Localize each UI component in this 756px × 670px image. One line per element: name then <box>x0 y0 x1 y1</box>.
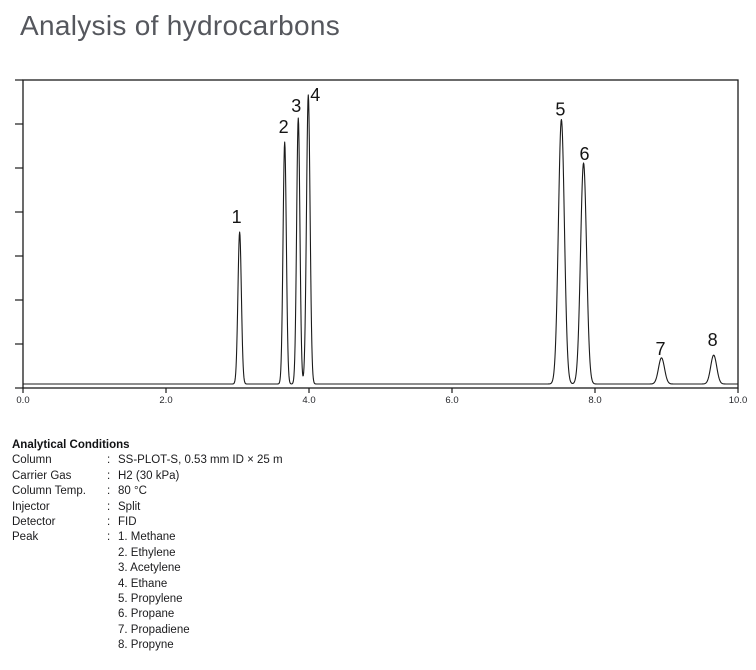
condition-value: 8. Propyne <box>118 639 174 652</box>
condition-label <box>12 561 107 576</box>
chromatogram-chart: 0.0 2.0 4.0 6.0 8.0 10.0 1 2 3 4 5 6 7 8 <box>0 60 756 412</box>
condition-value: 5. Propylene <box>118 593 183 606</box>
condition-row: 3. Acetylene <box>12 561 732 576</box>
condition-label: Carrier Gas <box>12 469 72 482</box>
condition-row: 2. Ethylene <box>12 546 732 561</box>
condition-row: Peak:1. Methane <box>12 530 732 545</box>
condition-colon <box>107 638 118 653</box>
condition-row: 4. Ethane <box>12 577 732 592</box>
plot-border <box>22 79 739 389</box>
condition-colon <box>107 623 118 638</box>
condition-colon: : <box>107 485 111 498</box>
x-axis-tick-label: 4.0 <box>302 395 315 406</box>
condition-colon: : <box>107 500 111 513</box>
peak-label-3: 3 <box>291 96 301 116</box>
condition-colon: : <box>107 516 111 529</box>
condition-row: Injector: Split <box>12 500 732 515</box>
condition-value: 80 °C <box>118 485 147 498</box>
condition-row: Column: SS-PLOT-S, 0.53 mm ID × 25 m <box>12 453 732 468</box>
condition-value: SS-PLOT-S, 0.53 mm ID × 25 m <box>118 454 283 467</box>
condition-colon: : <box>107 469 111 482</box>
condition-colon <box>107 561 118 576</box>
x-axis: 0.0 2.0 4.0 6.0 8.0 10.0 <box>16 388 747 406</box>
x-axis-tick-label: 6.0 <box>445 395 458 406</box>
condition-label <box>12 577 107 592</box>
y-axis-ticks <box>15 79 23 389</box>
condition-label <box>12 592 107 607</box>
condition-label <box>12 623 107 638</box>
condition-label: Column Temp. <box>12 485 86 498</box>
condition-value: 7. Propadiene <box>118 623 190 636</box>
analytical-conditions: Analytical Conditions Column: SS-PLOT-S, … <box>12 438 732 654</box>
peak-label-6: 6 <box>580 144 590 164</box>
x-axis-tick-label: 2.0 <box>159 395 172 406</box>
condition-value: Split <box>118 500 141 513</box>
condition-row: Column Temp.:80 °C <box>12 484 732 499</box>
condition-colon <box>107 592 118 607</box>
condition-label: Column <box>12 454 52 467</box>
condition-value: 1. Methane <box>118 531 176 544</box>
conditions-rows: Column: SS-PLOT-S, 0.53 mm ID × 25 m Carri… <box>12 453 732 653</box>
condition-colon <box>107 607 118 622</box>
condition-row: 5. Propylene <box>12 592 732 607</box>
condition-value: 6. Propane <box>118 608 175 621</box>
peak-label-2: 2 <box>279 117 289 137</box>
condition-value: 3. Acetylene <box>118 562 181 575</box>
peak-labels: 1 234 5 6 7 8 <box>232 85 718 359</box>
condition-label: Detector <box>12 516 56 529</box>
condition-label: Peak <box>12 531 39 544</box>
condition-row: 6. Propane <box>12 607 732 622</box>
x-axis-tick-label: 8.0 <box>588 395 601 406</box>
condition-value: 2. Ethylene <box>118 546 176 559</box>
condition-label <box>12 607 107 622</box>
chromatogram-svg: 0.0 2.0 4.0 6.0 8.0 10.0 1 234 5 6 7 8 <box>15 79 747 406</box>
peak-label-4: 4 <box>310 85 320 105</box>
condition-label <box>12 638 107 653</box>
condition-colon <box>107 546 118 561</box>
condition-colon: : <box>107 531 111 544</box>
conditions-heading: Analytical Conditions <box>12 439 130 451</box>
condition-row: Carrier Gas: H2 (30 kPa) <box>12 469 732 484</box>
peak-label-1: 1 <box>232 207 242 227</box>
x-axis-tick-label: 0.0 <box>16 395 29 406</box>
peak-label-7: 7 <box>655 339 665 359</box>
condition-value: 4. Ethane <box>118 577 168 590</box>
condition-row: 8. Propyne <box>12 638 732 653</box>
page-title: Analysis of hydrocarbons <box>20 10 341 41</box>
x-axis-tick-label: 10.0 <box>729 395 748 406</box>
condition-label: Injector <box>12 500 50 513</box>
condition-value: H2 (30 kPa) <box>118 469 180 482</box>
condition-row: Detector: FID <box>12 515 732 530</box>
peak-label-5: 5 <box>555 100 565 120</box>
condition-row: 7. Propadiene <box>12 623 732 638</box>
condition-label <box>12 546 107 561</box>
condition-colon: : <box>107 454 111 467</box>
chromatogram-trace <box>22 94 739 385</box>
peak-label-8: 8 <box>708 330 718 350</box>
condition-colon <box>107 577 118 592</box>
condition-value: FID <box>118 516 137 529</box>
